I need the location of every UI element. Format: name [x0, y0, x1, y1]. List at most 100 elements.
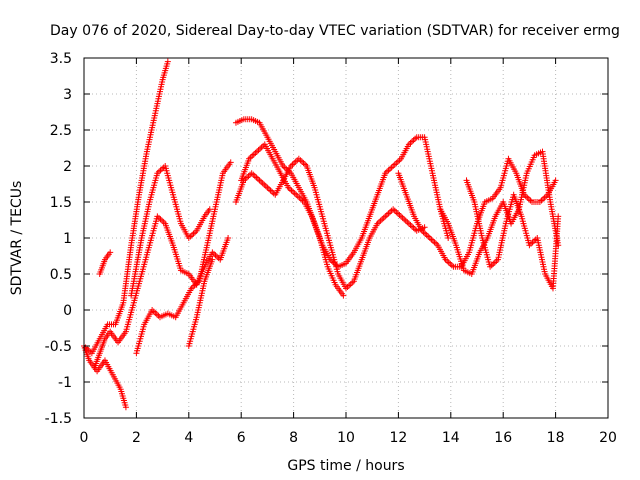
data-point-interp: [289, 161, 296, 168]
data-point-interp: [290, 188, 297, 195]
data-point-interp: [396, 157, 403, 164]
data-series: [81, 58, 562, 411]
data-point: [445, 235, 452, 241]
series-track-i: [232, 155, 428, 292]
axis-ticks: [83, 57, 609, 419]
data-point-interp: [376, 219, 383, 226]
data-point-interp: [190, 230, 197, 237]
data-point: [164, 58, 171, 65]
data-point-interp: [291, 160, 298, 167]
data-point: [398, 213, 405, 220]
series-track-m: [463, 177, 562, 292]
series-track-c: [91, 213, 232, 371]
data-point-interp: [538, 197, 545, 204]
data-point-interp: [410, 224, 417, 231]
data-point: [293, 191, 300, 198]
data-point: [405, 220, 412, 227]
data-point-interp: [347, 281, 354, 288]
data-point-interp: [407, 139, 414, 146]
data-point: [206, 206, 213, 213]
data-point: [421, 224, 428, 231]
data-point: [382, 213, 389, 220]
series-track-d: [96, 249, 114, 277]
data-point-interp: [394, 210, 401, 217]
series-track-h: [232, 116, 452, 270]
data-point-interp: [298, 158, 305, 165]
data-point-interp: [402, 217, 409, 224]
data-point-interp: [152, 309, 159, 316]
data-point-interp: [254, 175, 261, 182]
data-point-interp: [192, 229, 199, 236]
data-point-interp: [412, 226, 419, 233]
data-point-interp: [188, 232, 195, 239]
x-tick-label: 18: [547, 430, 565, 446]
data-point-interp: [253, 174, 260, 181]
series-track-j: [238, 141, 347, 299]
data-point-interp: [527, 197, 534, 204]
x-tick-label: 4: [184, 430, 193, 446]
series-track-g: [185, 256, 216, 349]
data-point-interp: [393, 160, 400, 167]
data-point-interp: [447, 260, 454, 267]
data-point-interp: [243, 174, 250, 181]
data-point-interp: [396, 211, 403, 218]
data-point-interp: [445, 259, 452, 266]
data-point-interp: [433, 240, 440, 247]
y-tick-label: -1.5: [45, 411, 72, 427]
x-tick-label: 6: [237, 430, 246, 446]
data-point-interp: [429, 237, 436, 244]
x-tick-label: 2: [132, 430, 141, 446]
y-tick-label: 0: [63, 303, 72, 319]
data-point-interp: [377, 217, 384, 224]
data-point-interp: [412, 135, 419, 142]
data-point-interp: [524, 194, 531, 201]
data-point: [552, 177, 559, 184]
data-point: [426, 235, 433, 241]
data-point: [209, 256, 216, 263]
data-point-interp: [210, 250, 217, 257]
data-point-interp: [212, 252, 219, 259]
data-point: [256, 177, 263, 184]
data-point-interp: [249, 152, 256, 159]
data-point: [122, 404, 129, 411]
data-point-interp: [387, 165, 394, 172]
x-tick-label: 10: [337, 430, 355, 446]
data-point-interp: [281, 164, 288, 171]
x-axis-label: GPS time / hours: [287, 458, 404, 474]
data-point-interp: [525, 196, 532, 203]
data-point: [340, 292, 347, 299]
data-point-interp: [187, 233, 194, 240]
data-point-interp: [431, 239, 438, 246]
data-point: [225, 235, 232, 241]
data-point-interp: [346, 282, 353, 289]
data-point-interp: [379, 216, 386, 223]
y-tick-label: -0.5: [45, 339, 72, 355]
data-point-interp: [291, 190, 298, 197]
data-point-interp: [259, 180, 266, 187]
data-point: [264, 184, 271, 191]
data-point: [248, 170, 255, 177]
data-point-interp: [410, 137, 417, 144]
x-tick-label: 8: [289, 430, 298, 446]
y-tick-label: 3: [63, 87, 72, 103]
data-point-interp: [423, 232, 430, 239]
data-point: [555, 213, 562, 220]
y-tick-label: 2.5: [50, 123, 72, 139]
data-point: [390, 206, 397, 213]
series-track-f: [133, 159, 234, 357]
data-point-interp: [391, 207, 398, 214]
data-point-interp: [250, 171, 257, 178]
x-tick-label: 12: [389, 430, 407, 446]
data-point-interp: [157, 167, 164, 174]
data-point-interp: [407, 222, 414, 229]
data-point-interp: [300, 160, 307, 167]
data-point-interp: [255, 147, 262, 154]
y-tick-label: 2: [63, 159, 72, 175]
data-point-interp: [409, 223, 416, 230]
x-tick-label: 0: [80, 430, 89, 446]
data-point-interp: [385, 210, 392, 217]
data-point-interp: [270, 190, 277, 197]
data-point-interp: [292, 158, 299, 165]
x-tick-label: 16: [494, 430, 512, 446]
series-track-a: [81, 58, 171, 357]
